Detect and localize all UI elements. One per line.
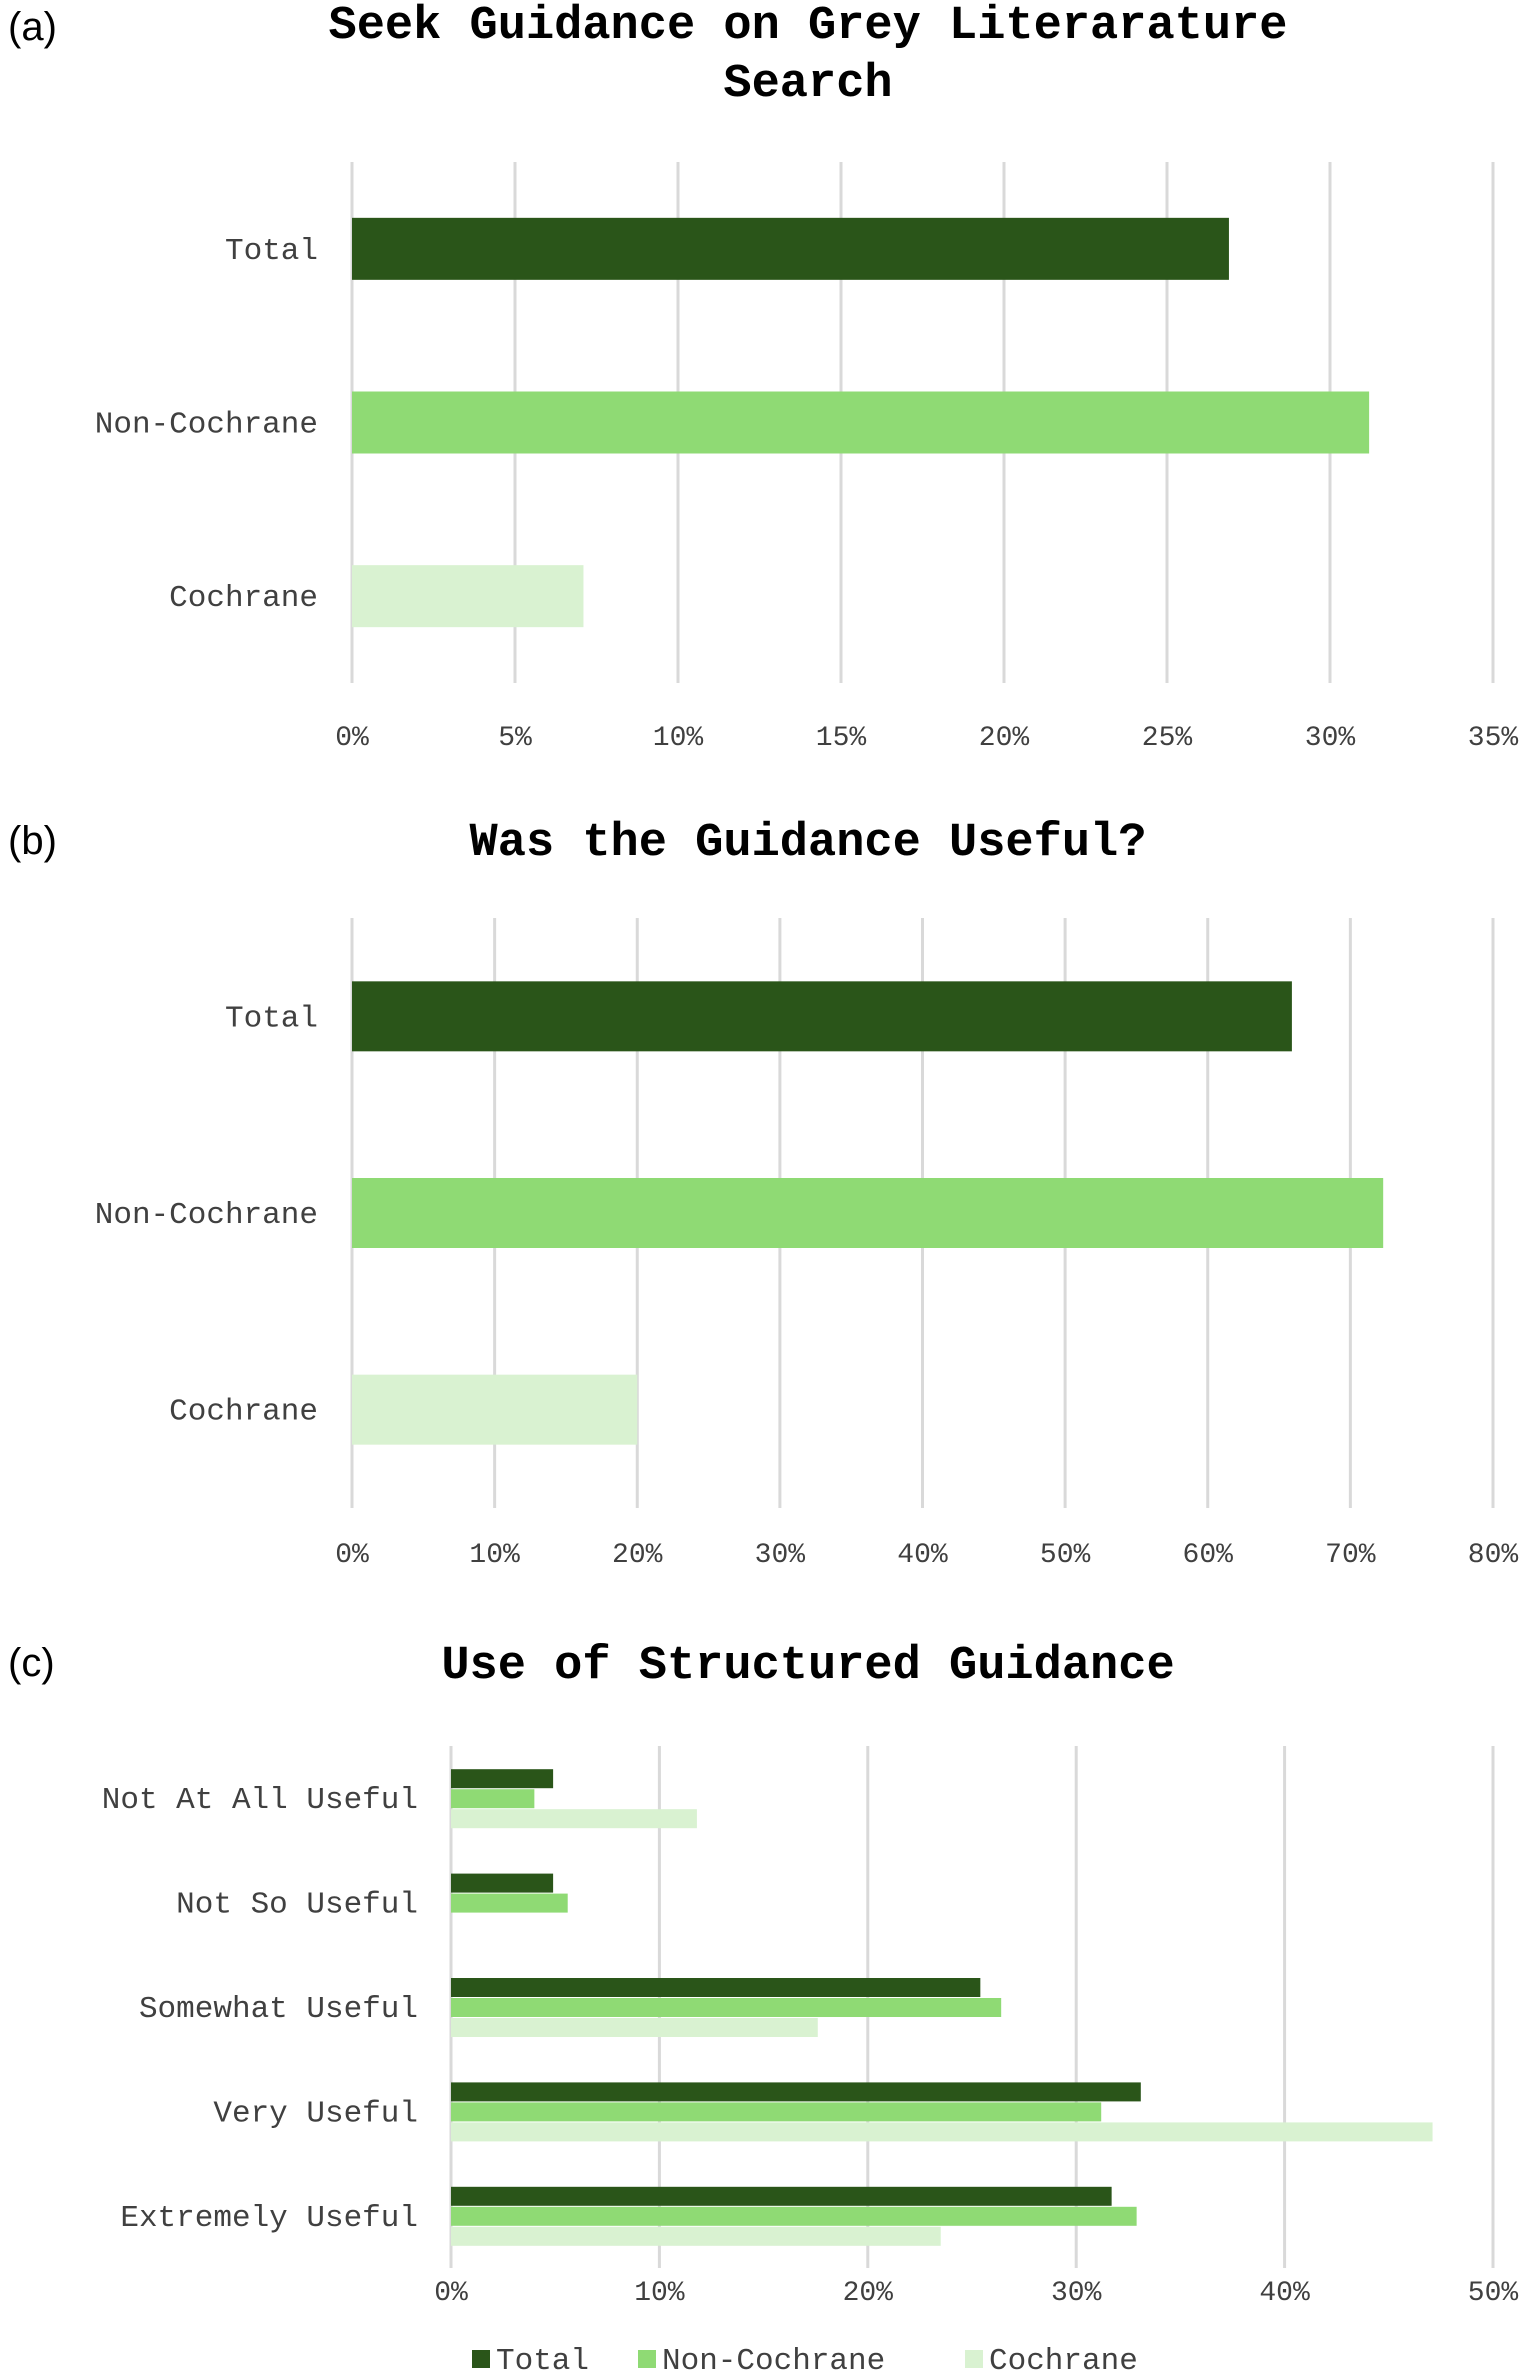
bar [352, 391, 1370, 454]
x-tick-label: 10% [634, 2278, 685, 2309]
x-tick-label: 0% [335, 1540, 369, 1571]
x-tick-label: 10% [653, 723, 704, 754]
category-label: Non-Cochrane [95, 1198, 318, 1233]
chart-title: Use of Structured Guidance [441, 1640, 1174, 1693]
bar [451, 1998, 1002, 2017]
legend-swatch [638, 2350, 656, 2368]
chart-title: Search [723, 58, 892, 111]
x-tick-label: 20% [843, 2278, 894, 2309]
category-label: Somewhat Useful [139, 1992, 418, 2027]
chart-title: Seek Guidance on Grey Literarature [329, 0, 1288, 53]
x-tick-label: 20% [979, 723, 1030, 754]
x-tick-label: 30% [1051, 2278, 1102, 2309]
bar [352, 1178, 1384, 1248]
bar [451, 2186, 1112, 2206]
chart-panel-2: (b) Was the Guidance Useful? 0% 10% 20% 30% 40… [8, 817, 1518, 1571]
x-tick-label: 30% [755, 1540, 806, 1571]
x-tick-label: 25% [1142, 723, 1193, 754]
category-label: Very Useful [213, 2096, 418, 2131]
bar [451, 2018, 818, 2037]
x-tick-label: 50% [1040, 1540, 1091, 1571]
category-label: Cochrane [169, 581, 318, 616]
legend-label: Total [496, 2344, 589, 2379]
x-tick-label: 40% [897, 1540, 948, 1571]
x-tick-label: 30% [1305, 723, 1356, 754]
x-tick-label: 60% [1183, 1540, 1234, 1571]
bar [352, 1374, 638, 1445]
panel-label: (a) [8, 5, 57, 49]
bar [352, 217, 1229, 280]
bar [352, 565, 584, 628]
legend: Total Non-Cochrane Cochrane [472, 2344, 1138, 2379]
x-tick-label: 40% [1259, 2278, 1310, 2309]
x-tick-label: 20% [612, 1540, 663, 1571]
bar [451, 2226, 941, 2246]
chart-panel-3: (c) Use of Structured Guidance 0% 10% 20% 30%… [8, 1640, 1518, 2379]
x-tick-label: 5% [498, 723, 532, 754]
category-label: Non-Cochrane [95, 408, 318, 443]
category-label: Not At All Useful [102, 1783, 418, 1818]
x-tick-label: 70% [1325, 1540, 1376, 1571]
bar [451, 1978, 981, 1997]
panel-label: (b) [8, 819, 57, 863]
x-tick-label: 0% [434, 2278, 468, 2309]
bar [352, 981, 1292, 1052]
chart-title: Was the Guidance Useful? [470, 817, 1147, 870]
category-label: Extremely Useful [120, 2201, 418, 2236]
chart-panel-1: (a) Seek Guidance on Grey LiteraratureSea… [8, 0, 1518, 754]
bar [451, 2082, 1141, 2102]
category-label: Total [225, 1001, 318, 1036]
legend-label: Non-Cochrane [662, 2344, 885, 2379]
x-tick-label: 35% [1468, 723, 1519, 754]
bar [451, 2206, 1137, 2226]
category-label: Total [225, 234, 318, 269]
bar [451, 2102, 1102, 2122]
category-label: Not So Useful [176, 1888, 418, 1923]
legend-swatch [472, 2350, 490, 2368]
bar [451, 1789, 535, 1809]
bar [451, 2122, 1433, 2142]
x-tick-label: 50% [1468, 2278, 1519, 2309]
legend-label: Cochrane [989, 2344, 1138, 2379]
category-label: Cochrane [169, 1395, 318, 1430]
bar [451, 1873, 554, 1893]
panel-label: (c) [8, 1641, 55, 1685]
bar [451, 1893, 568, 1913]
bar [451, 1809, 697, 1829]
x-tick-label: 15% [816, 723, 867, 754]
x-tick-label: 80% [1468, 1540, 1519, 1571]
x-tick-label: 0% [335, 723, 369, 754]
x-tick-label: 10% [469, 1540, 520, 1571]
legend-swatch [965, 2350, 983, 2368]
bar [451, 1769, 554, 1789]
